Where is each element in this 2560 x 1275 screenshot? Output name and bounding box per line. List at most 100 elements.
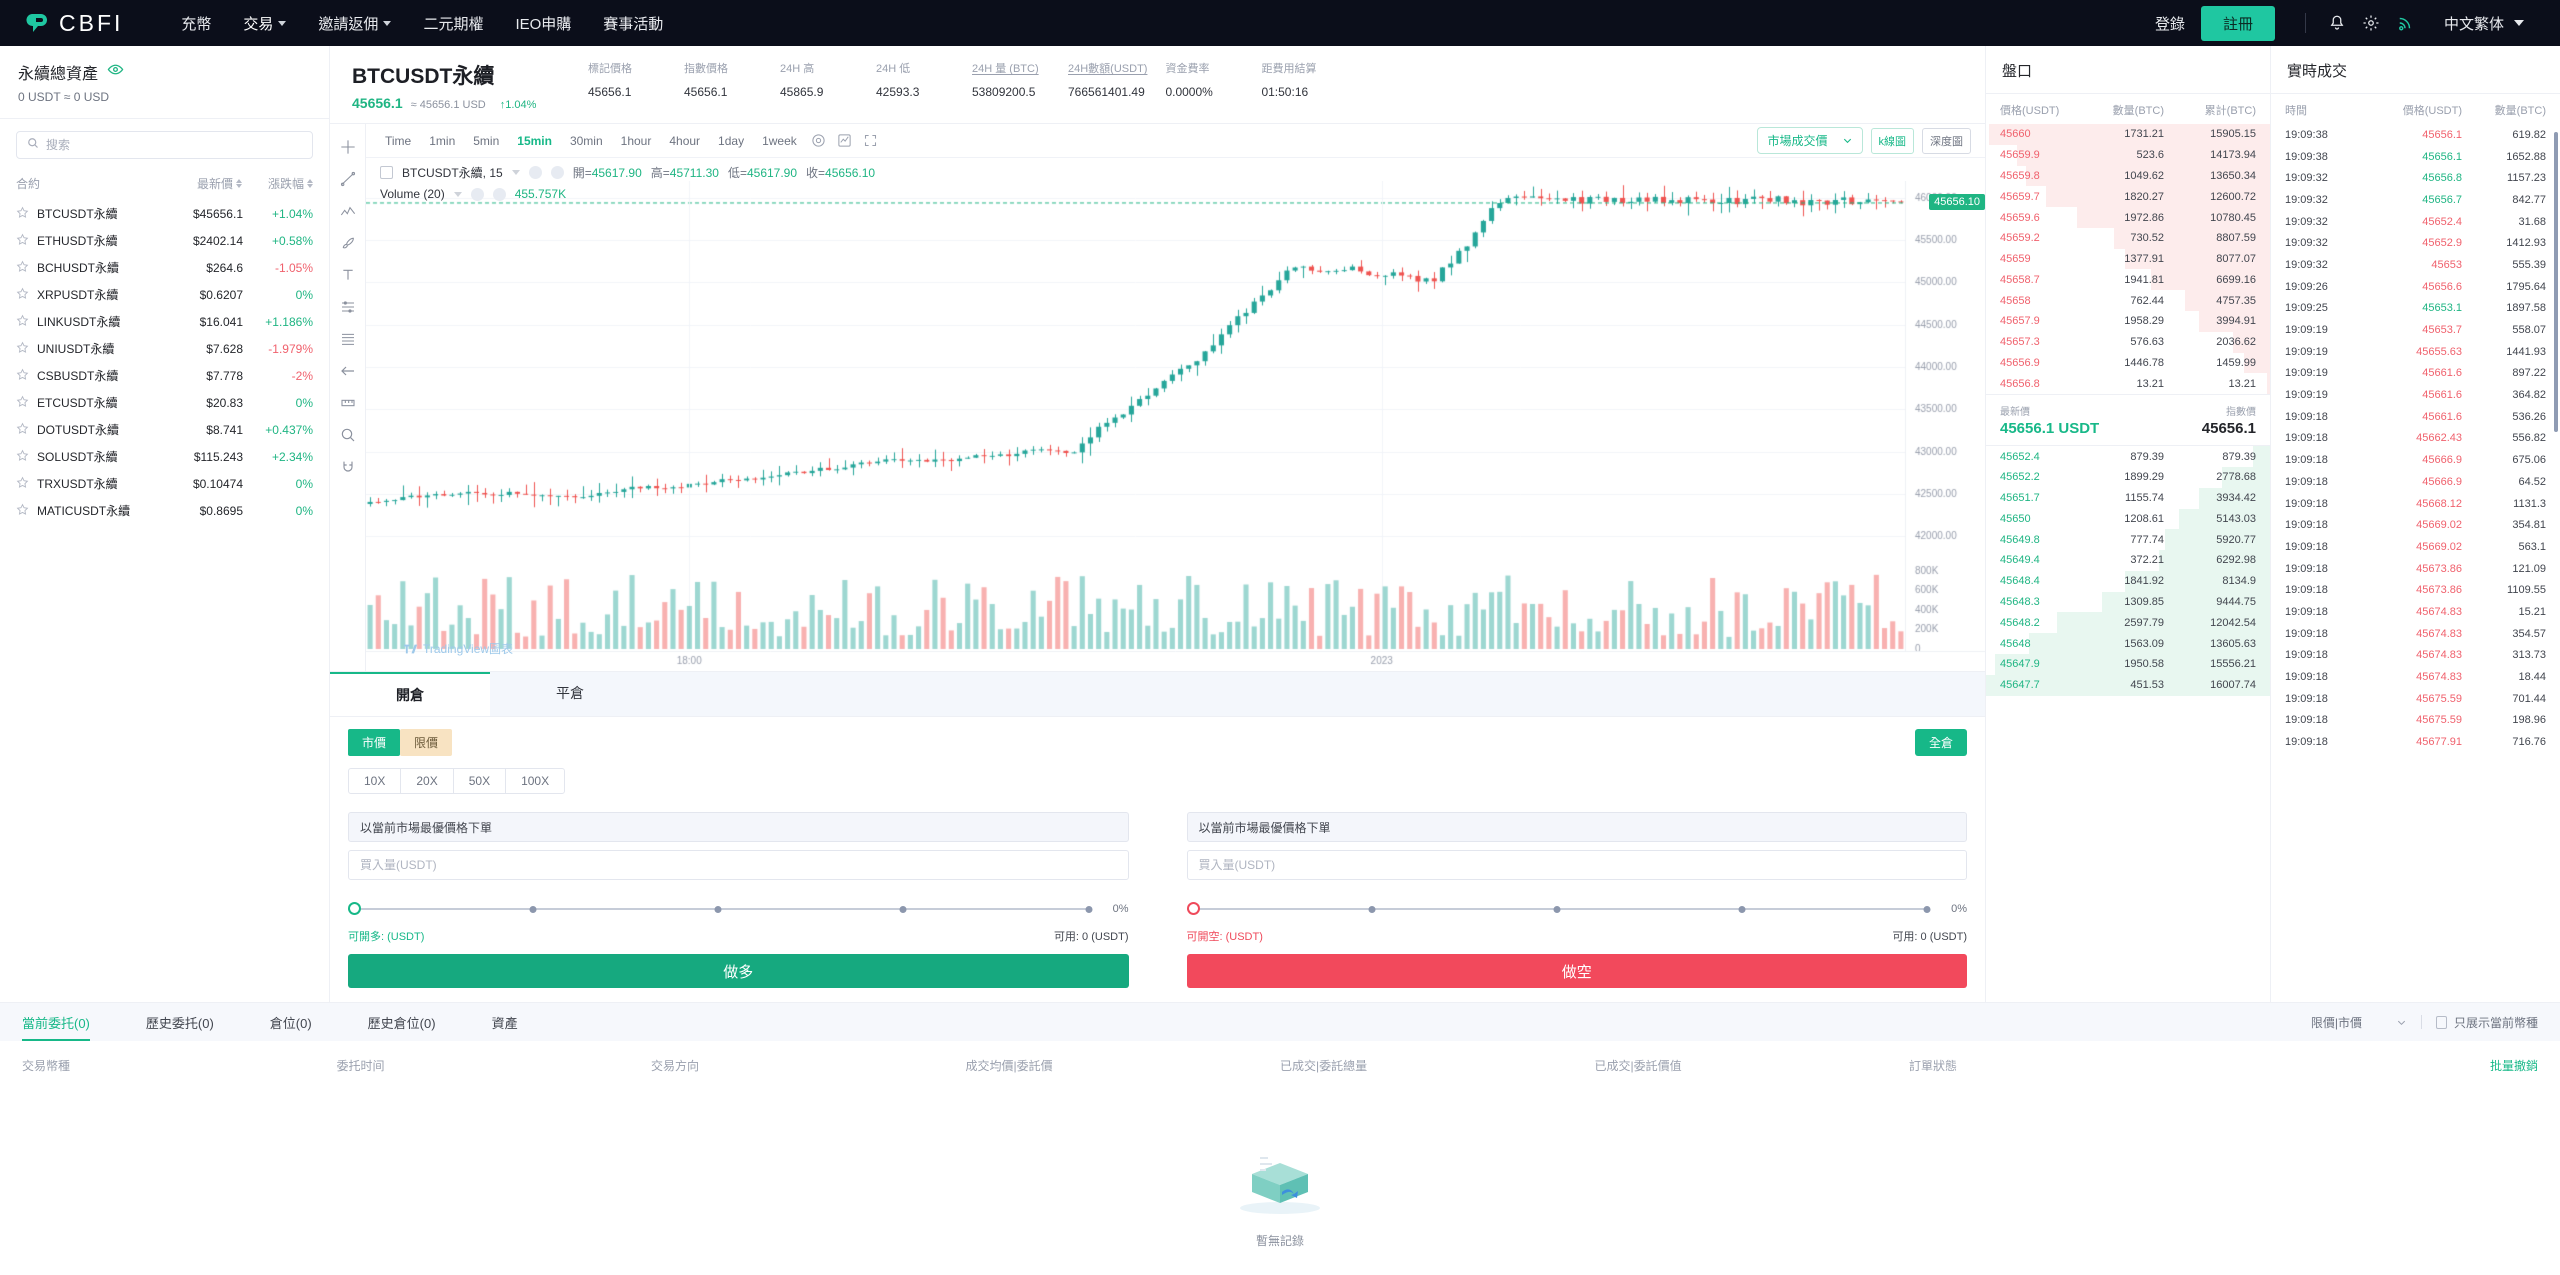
nav-item-events[interactable]: 賽事活動 xyxy=(587,13,679,34)
volume-visibility-icon[interactable] xyxy=(470,187,484,201)
chevron-down-icon[interactable] xyxy=(453,191,462,197)
fullscreen-icon[interactable] xyxy=(858,129,884,153)
brand-logo[interactable]: CBFI xyxy=(26,10,123,37)
timeframe-1hour[interactable]: 1hour xyxy=(620,133,652,148)
long-amount-field[interactable] xyxy=(348,850,1129,880)
timeframe-15min[interactable]: 15min xyxy=(517,133,552,148)
nav-item-deposit[interactable]: 充幣 xyxy=(165,13,227,34)
slider-dot-75[interactable] xyxy=(899,905,907,913)
eye-icon[interactable] xyxy=(107,61,124,83)
favorite-star-icon[interactable] xyxy=(16,233,31,249)
nav-item-binary-options[interactable]: 二元期權 xyxy=(407,13,499,34)
pattern-tool-icon[interactable] xyxy=(333,292,363,322)
slider-dot-50[interactable] xyxy=(714,905,722,913)
tab-open-position[interactable]: 開倉 xyxy=(330,672,490,716)
long-slider-handle[interactable] xyxy=(348,902,361,915)
zigzag-tool-icon[interactable] xyxy=(333,196,363,226)
search-box[interactable] xyxy=(16,131,313,159)
slider-dot-100[interactable] xyxy=(1085,905,1092,913)
brush-tool-icon[interactable] xyxy=(333,228,363,258)
tab-close-position[interactable]: 平倉 xyxy=(490,672,650,716)
orderbook-row[interactable]: 45659.2 730.52 8807.59 xyxy=(1986,227,2270,249)
favorite-star-icon[interactable] xyxy=(16,260,31,276)
price-source-select[interactable]: 市場成交價 xyxy=(1757,127,1863,154)
orderbook-row[interactable]: 45658.7 1941.81 6699.16 xyxy=(1986,269,2270,291)
magnet-tool-icon[interactable] xyxy=(333,452,363,482)
leverage-100X[interactable]: 100X xyxy=(521,774,550,788)
pair-row[interactable]: ETHUSDT永續 $2402.14 +0.58% xyxy=(0,227,329,254)
short-slider-handle[interactable] xyxy=(1186,902,1200,915)
column-change[interactable]: 漲跌幅 xyxy=(242,175,313,192)
only-current-symbol-checkbox[interactable]: 只展示當前幣種 xyxy=(2435,1014,2538,1031)
column-price[interactable]: 最新價 xyxy=(146,175,242,192)
orderbook-row[interactable]: 45647.9 1950.58 15556.21 xyxy=(1986,653,2270,675)
bell-icon[interactable] xyxy=(2320,8,2354,38)
orderbook-row[interactable]: 45659.9 523.6 14173.94 xyxy=(1986,144,2270,166)
visibility-icon[interactable] xyxy=(528,166,542,179)
pair-row[interactable]: TRXUSDT永續 $0.10474 0% xyxy=(0,470,329,497)
fib-tool-icon[interactable] xyxy=(333,324,363,354)
favorite-star-icon[interactable] xyxy=(16,449,31,465)
slider-dot-25[interactable] xyxy=(529,905,537,913)
orderbook-row[interactable]: 45647.7 451.53 16007.74 xyxy=(1986,674,2270,696)
long-submit-button[interactable]: 做多 xyxy=(348,954,1129,988)
pair-row[interactable]: LINKUSDT永續 $16.041 +1.186% xyxy=(0,308,329,335)
pair-row[interactable]: ETCUSDT永續 $20.83 0% xyxy=(0,389,329,416)
pair-row[interactable]: CSBUSDT永續 $7.778 -2% xyxy=(0,362,329,389)
search-input[interactable] xyxy=(46,138,302,152)
text-tool-icon[interactable] xyxy=(333,260,363,290)
gear-icon[interactable] xyxy=(2354,8,2388,38)
nav-item-referral[interactable]: 邀請返佣 xyxy=(302,13,407,34)
long-slider[interactable] xyxy=(348,902,1092,916)
nav-item-trade[interactable]: 交易 xyxy=(227,13,302,34)
short-slider[interactable] xyxy=(1186,902,1931,916)
orderbook-row[interactable]: 45656.9 1446.78 1459.99 xyxy=(1986,352,2270,374)
orderbook-row[interactable]: 45659.6 1972.86 10780.45 xyxy=(1986,207,2270,228)
pair-row[interactable]: BTCUSDT永續 $45656.1 +1.04% xyxy=(0,200,329,227)
orderbook-row[interactable]: 45648.4 1841.92 8134.9 xyxy=(1986,570,2270,592)
orders-tab[interactable]: 資產 xyxy=(491,1015,518,1031)
orderbook-row[interactable]: 45651.7 1155.74 3934.42 xyxy=(1986,487,2270,509)
favorite-star-icon[interactable] xyxy=(16,341,31,357)
favorite-star-icon[interactable] xyxy=(16,287,31,303)
orderbook-row[interactable]: 45656.8 13.21 13.21 xyxy=(1986,373,2270,395)
depth-chart-chip[interactable]: 深度圖 xyxy=(1922,127,1971,154)
candlestick-chart[interactable] xyxy=(366,181,1985,671)
timeframe-30min[interactable]: 30min xyxy=(569,133,603,148)
measure-tool-icon[interactable] xyxy=(333,388,363,418)
favorite-star-icon[interactable] xyxy=(16,476,31,492)
trades-scroll[interactable]: 19:09:38 45656.1 619.82 19:09:38 45656.1 1652… xyxy=(2271,124,2560,1002)
leverage-10X[interactable]: 10X xyxy=(349,769,402,793)
login-link[interactable]: 登錄 xyxy=(2154,15,2185,33)
orderbook-row[interactable]: 45649.8 777.74 5920.77 xyxy=(1986,529,2270,551)
timeframe-1week[interactable]: 1week xyxy=(762,133,797,148)
short-submit-button[interactable]: 做空 xyxy=(1186,954,1967,988)
chart-canvas-wrapper[interactable]: 45656.10 Volume (20) 455.757K TradingVie… xyxy=(366,181,1985,671)
pair-row[interactable]: UNIUSDT永續 $7.628 -1.979% xyxy=(0,335,329,362)
chart-settings-icon[interactable] xyxy=(550,166,564,179)
slider-dot-50[interactable] xyxy=(1553,905,1561,913)
pair-row[interactable]: DOTUSDT永續 $8.741 +0.437% xyxy=(0,416,329,443)
favorite-star-icon[interactable] xyxy=(16,422,31,438)
orderbook-row[interactable]: 45648.2 2597.79 12042.54 xyxy=(1986,612,2270,634)
register-button[interactable]: 註冊 xyxy=(2200,5,2275,41)
pair-row[interactable]: SOLUSDT永續 $115.243 +2.34% xyxy=(0,443,329,470)
orders-tab[interactable]: 倉位(0) xyxy=(269,1015,312,1031)
language-selector[interactable]: 中文繁体 xyxy=(2422,13,2534,34)
timeframe-1day[interactable]: 1day xyxy=(718,133,745,148)
pair-row[interactable]: BCHUSDT永續 $264.6 -1.05% xyxy=(0,254,329,281)
orderbook-row[interactable]: 45659.8 1049.62 13650.34 xyxy=(1986,165,2270,187)
mode-market-button[interactable]: 市價 xyxy=(348,729,401,756)
tradingview-badge[interactable]: TradingView圖表 xyxy=(404,640,513,657)
orderbook-row[interactable]: 45652.2 1899.29 2778.68 xyxy=(1986,466,2270,488)
orderbook-row[interactable]: 45649.4 372.21 6292.98 xyxy=(1986,550,2270,571)
orderbook-row[interactable]: 45657.3 576.63 2036.62 xyxy=(1986,331,2270,353)
orderbook-row[interactable]: 45648.3 1309.85 9444.75 xyxy=(1986,591,2270,613)
pair-row[interactable]: XRPUSDT永續 $0.6207 0% xyxy=(0,281,329,308)
favorite-star-icon[interactable] xyxy=(16,206,31,222)
orderbook-row[interactable]: 45658 762.44 4757.35 xyxy=(1986,290,2270,312)
orderbook-row[interactable]: 45659 1377.91 8077.07 xyxy=(1986,248,2270,270)
favorite-star-icon[interactable] xyxy=(16,395,31,411)
chevron-down-icon[interactable] xyxy=(511,170,520,175)
undo-tool-icon[interactable] xyxy=(333,356,363,386)
